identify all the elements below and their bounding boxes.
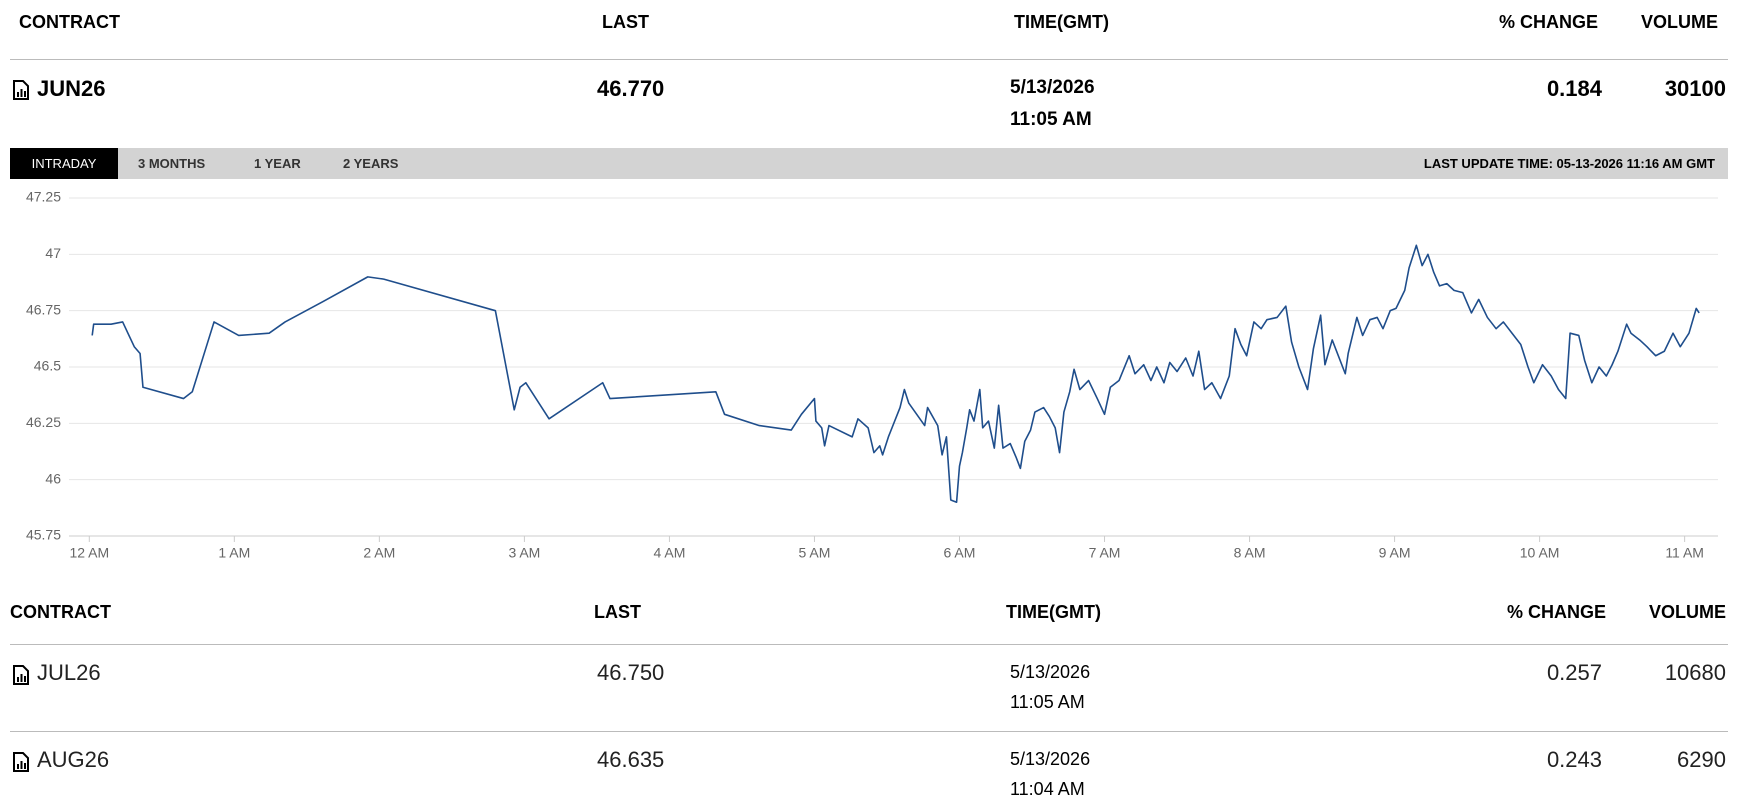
x-tick-label: 5 AM — [799, 545, 831, 561]
tab-bar — [10, 148, 1728, 179]
x-tick-label: 8 AM — [1234, 545, 1266, 561]
tab[interactable]: 1 YEAR — [254, 156, 301, 171]
column-header: TIME(GMT) — [1006, 602, 1101, 622]
y-tick-label: 46.25 — [26, 414, 61, 430]
column-header: LAST — [594, 602, 641, 622]
y-tick-label: 45.75 — [26, 527, 61, 543]
percent-change: 0.243 — [1546, 747, 1602, 772]
price-line — [91, 244, 1700, 503]
volume: 10680 — [1664, 660, 1726, 685]
tab[interactable]: 2 YEARS — [343, 156, 399, 171]
last-price: 46.635 — [597, 747, 665, 772]
time: 5/13/2026 — [1010, 77, 1095, 98]
y-tick-label: 46.5 — [34, 358, 61, 374]
tab[interactable]: 3 MONTHS — [138, 156, 206, 171]
percent-change: 0.184 — [1546, 76, 1602, 101]
contract-link[interactable]: JUL26 — [37, 660, 101, 685]
x-tick-label: 9 AM — [1379, 545, 1411, 561]
column-header: CONTRACT — [10, 602, 111, 622]
contract-link[interactable]: AUG26 — [37, 747, 110, 772]
time: 5/13/2026 — [1010, 749, 1091, 769]
column-header: VOLUME — [1640, 12, 1718, 32]
last-price: 46.770 — [597, 76, 665, 101]
contract-icon — [13, 665, 29, 685]
y-tick-label: 47 — [45, 245, 61, 261]
contract-icon — [13, 80, 29, 100]
divider — [10, 644, 1728, 645]
x-tick-label: 1 AM — [218, 545, 250, 561]
y-tick-label: 47.25 — [26, 189, 61, 205]
x-tick-label: 4 AM — [653, 545, 685, 561]
x-tick-label: 11 AM — [1665, 545, 1704, 561]
last-price: 46.750 — [597, 660, 665, 685]
divider — [10, 731, 1728, 732]
column-header: CONTRACT — [19, 12, 120, 32]
divider — [10, 59, 1728, 60]
volume: 30100 — [1664, 76, 1726, 101]
percent-change: 0.257 — [1546, 660, 1602, 685]
column-header: VOLUME — [1648, 602, 1726, 622]
column-header: % CHANGE — [1506, 602, 1606, 622]
x-tick-label: 10 AM — [1520, 545, 1560, 561]
x-tick-label: 2 AM — [363, 545, 395, 561]
time: 5/13/2026 — [1010, 662, 1091, 682]
time: 11:05 AM — [1010, 692, 1085, 712]
tab[interactable]: INTRADAY — [10, 148, 118, 179]
chart: 45.75 46 46.25 46.5 46.75 47 47.25 12 AM 1 AM 2 A… — [26, 189, 1718, 561]
contract-link[interactable]: JUN26 — [37, 76, 106, 101]
y-tick-label: 46 — [45, 470, 61, 486]
y-tick-label: 46.75 — [26, 301, 61, 317]
x-tick-label: 7 AM — [1089, 545, 1121, 561]
x-tick-label: 3 AM — [508, 545, 540, 561]
time: 11:05 AM — [1010, 109, 1092, 130]
last-update: LAST UPDATE TIME: 05-13-2026 11:16 AM GM… — [1423, 156, 1715, 171]
column-header: % CHANGE — [1498, 12, 1598, 32]
time: 11:04 AM — [1010, 779, 1085, 799]
x-tick-label: 12 AM — [69, 545, 109, 561]
column-header: TIME(GMT) — [1014, 12, 1109, 32]
column-header: LAST — [602, 12, 649, 32]
volume: 6290 — [1677, 747, 1726, 772]
contract-icon — [13, 752, 29, 772]
x-tick-label: 6 AM — [944, 545, 976, 561]
